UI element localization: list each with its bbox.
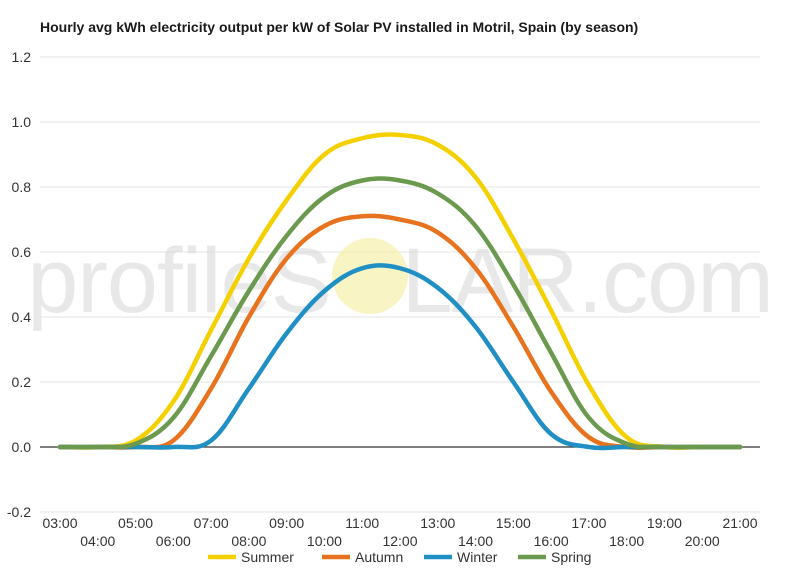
x-tick-label: 11:00 [345, 515, 379, 531]
legend-label-spring: Spring [551, 549, 591, 565]
x-tick-label: 16:00 [534, 533, 569, 549]
y-tick-label: -0.2 [7, 504, 31, 520]
watermark-o-gap: O [331, 230, 402, 332]
watermark: profileSOLAR.com [27, 230, 774, 332]
legend-label-winter: Winter [457, 549, 498, 565]
watermark-text-before: profileS [27, 230, 331, 332]
x-tick-label: 04:00 [80, 533, 115, 549]
watermark-sun-icon [332, 238, 408, 314]
x-tick-label: 12:00 [382, 533, 417, 549]
series-lines [57, 132, 743, 451]
series-line-winter [57, 263, 743, 451]
x-tick-label: 09:00 [269, 515, 304, 531]
x-tick-label: 17:00 [571, 515, 606, 531]
x-tick-label: 18:00 [609, 533, 644, 549]
x-tick-label: 21:00 [722, 515, 757, 531]
x-tick-label: 03:00 [42, 515, 77, 531]
y-tick-label: 0.2 [12, 374, 32, 390]
x-tick-label: 14:00 [458, 533, 493, 549]
x-tick-label: 19:00 [647, 515, 682, 531]
y-tick-label: 1.0 [12, 114, 32, 130]
x-tick-label: 15:00 [496, 515, 531, 531]
y-tick-label: 0.0 [12, 439, 32, 455]
x-tick-label: 20:00 [685, 533, 720, 549]
series-line-spring [57, 176, 743, 450]
y-tick-label: 1.2 [12, 49, 32, 65]
x-tick-label: 13:00 [420, 515, 455, 531]
chart-title: Hourly avg kWh electricity output per kW… [40, 19, 639, 35]
x-tick-label: 07:00 [194, 515, 229, 531]
x-axis-ticks: 03:0004:0005:0006:0007:0008:0009:0010:00… [42, 515, 757, 549]
legend: Summer Autumn Winter Spring [208, 549, 591, 565]
legend-label-summer: Summer [241, 549, 294, 565]
y-tick-label: 0.4 [12, 309, 32, 325]
y-tick-label: 0.8 [12, 179, 32, 195]
series-line-summer [57, 132, 743, 451]
x-tick-label: 06:00 [156, 533, 191, 549]
legend-label-autumn: Autumn [355, 549, 403, 565]
y-axis-ticks: -0.2 0.0 0.2 0.4 0.6 0.8 1.0 1.2 [7, 49, 31, 520]
x-tick-label: 05:00 [118, 515, 153, 531]
watermark-text: profileSOLAR.com [27, 230, 773, 332]
x-tick-label: 08:00 [231, 533, 266, 549]
x-tick-label: 10:00 [307, 533, 342, 549]
grid-lines [40, 56, 760, 513]
y-tick-label: 0.6 [12, 244, 32, 260]
